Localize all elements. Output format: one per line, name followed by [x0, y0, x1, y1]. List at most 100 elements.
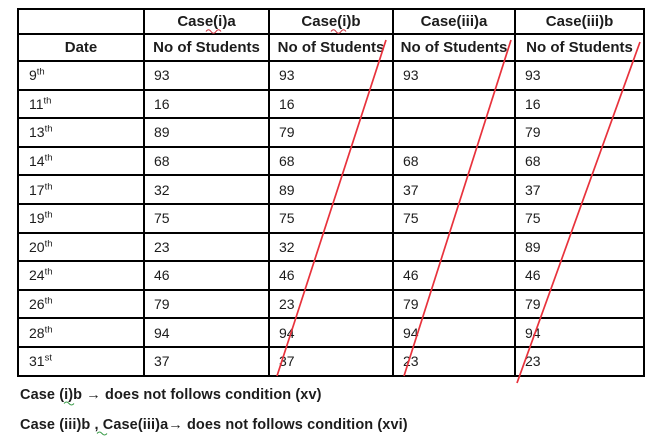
value-cell: 46 — [143, 260, 270, 291]
value-cell: 94 — [514, 317, 645, 348]
date-suffix: th — [43, 95, 52, 107]
date-suffix: th — [44, 323, 53, 335]
students-column-header-4: No of Students — [514, 33, 645, 62]
value-cell: 75 — [143, 202, 270, 234]
value-cell: 68 — [268, 145, 394, 177]
value-cell: 23 — [514, 345, 645, 377]
table-row: 31st 37 37 23 23 — [17, 345, 645, 377]
students-column-header-2: No of Students — [268, 33, 394, 62]
table-row: 13th 89 79 79 — [17, 117, 645, 148]
value-cell: 79 — [268, 117, 394, 148]
date-day: 9 — [29, 67, 37, 84]
table-row: 28th 94 94 94 94 — [17, 317, 645, 348]
value-cell: 23 — [392, 345, 516, 377]
value-cell: 37 — [268, 345, 394, 377]
date-suffix: th — [44, 266, 53, 278]
date-suffix: th — [44, 181, 53, 193]
value-cell: 16 — [268, 88, 394, 120]
date-cell: 24th — [17, 260, 145, 291]
date-suffix: th — [44, 209, 53, 221]
value-cell: 93 — [392, 60, 516, 91]
case-header-row: Case(i)a Case(i)b Case(iii)a Case(iii)b — [17, 8, 645, 35]
value-cell: 68 — [143, 145, 270, 177]
students-column-header-3: No of Students — [392, 33, 516, 62]
table-row: 20th 23 32 89 — [17, 231, 645, 263]
date-suffix: th — [44, 123, 53, 135]
value-cell: 16 — [143, 88, 270, 120]
students-column-header-1: No of Students — [143, 33, 270, 62]
value-cell — [392, 117, 516, 148]
date-day: 17 — [29, 181, 45, 198]
value-cell: 89 — [268, 174, 394, 205]
value-cell: 94 — [268, 317, 394, 348]
value-cell: 94 — [392, 317, 516, 348]
table-row: 11th 16 16 16 — [17, 88, 645, 120]
date-column-header: Date — [17, 33, 145, 62]
date-cell: 20th — [17, 231, 145, 263]
date-day: 28 — [29, 324, 45, 341]
value-cell: 79 — [514, 117, 645, 148]
table-header: Case(i)a Case(i)b Case(iii)a Case(iii)b … — [17, 8, 645, 62]
date-cell: 13th — [17, 117, 145, 148]
value-cell: 46 — [392, 260, 516, 291]
date-day: 13 — [29, 124, 45, 141]
table-row: 14th 68 68 68 68 — [17, 145, 645, 177]
date-suffix: th — [44, 238, 53, 250]
date-cell: 26th — [17, 288, 145, 320]
value-cell: 46 — [268, 260, 394, 291]
value-cell: 37 — [392, 174, 516, 205]
date-day: 14 — [29, 153, 45, 170]
date-day: 24 — [29, 267, 45, 284]
date-day: 20 — [29, 238, 45, 255]
value-cell: 79 — [514, 288, 645, 320]
value-cell: 75 — [514, 202, 645, 234]
date-cell: 19th — [17, 202, 145, 234]
students-table: Case(i)a Case(i)b Case(iii)a Case(iii)b … — [17, 8, 645, 377]
value-cell: 37 — [143, 345, 270, 377]
table-row: 24th 46 46 46 46 — [17, 260, 645, 291]
date-cell: 9th — [17, 60, 145, 91]
value-cell: 94 — [143, 317, 270, 348]
table-row: 19th 75 75 75 75 — [17, 202, 645, 234]
date-cell: 11th — [17, 88, 145, 120]
value-cell: 93 — [143, 60, 270, 91]
date-cell: 28th — [17, 317, 145, 348]
date-cell: 14th — [17, 145, 145, 177]
value-cell: 16 — [514, 88, 645, 120]
subheader-row: Date No of Students No of Students No of… — [17, 33, 645, 62]
value-cell: 32 — [268, 231, 394, 263]
date-suffix: th — [36, 66, 45, 78]
date-day: 19 — [29, 210, 45, 227]
header-case-i-a: Case(i)a — [143, 8, 270, 35]
value-cell: 93 — [268, 60, 394, 91]
table-row: 9th 93 93 93 93 — [17, 60, 645, 91]
value-cell: 79 — [143, 288, 270, 320]
value-cell: 68 — [514, 145, 645, 177]
note-case-i-b: Case (i)b → does not follows condition (… — [20, 387, 322, 403]
value-cell: 75 — [268, 202, 394, 234]
value-cell: 89 — [514, 231, 645, 263]
date-suffix: th — [44, 295, 53, 307]
header-case-iii-b: Case(iii)b — [514, 8, 645, 35]
value-cell: 89 — [143, 117, 270, 148]
header-case-i-b: Case(i)b — [268, 8, 394, 35]
value-cell: 93 — [514, 60, 645, 91]
table-row: 26th 79 23 79 79 — [17, 288, 645, 320]
value-cell: 37 — [514, 174, 645, 205]
value-cell: 23 — [143, 231, 270, 263]
value-cell: 32 — [143, 174, 270, 205]
date-suffix: st — [44, 352, 52, 364]
value-cell: 23 — [268, 288, 394, 320]
value-cell: 46 — [514, 260, 645, 291]
date-day: 11 — [29, 95, 44, 112]
value-cell — [392, 231, 516, 263]
table-row: 17th 32 89 37 37 — [17, 174, 645, 205]
value-cell: 68 — [392, 145, 516, 177]
table-body: 9th 93 93 93 93 11th 16 16 16 13th 89 79… — [17, 60, 645, 377]
value-cell: 75 — [392, 202, 516, 234]
header-case-iii-a: Case(iii)a — [392, 8, 516, 35]
date-suffix: th — [44, 152, 53, 164]
value-cell — [392, 88, 516, 120]
corner-cell — [17, 8, 145, 35]
students-table-container: Case(i)a Case(i)b Case(iii)a Case(iii)b … — [17, 8, 645, 377]
